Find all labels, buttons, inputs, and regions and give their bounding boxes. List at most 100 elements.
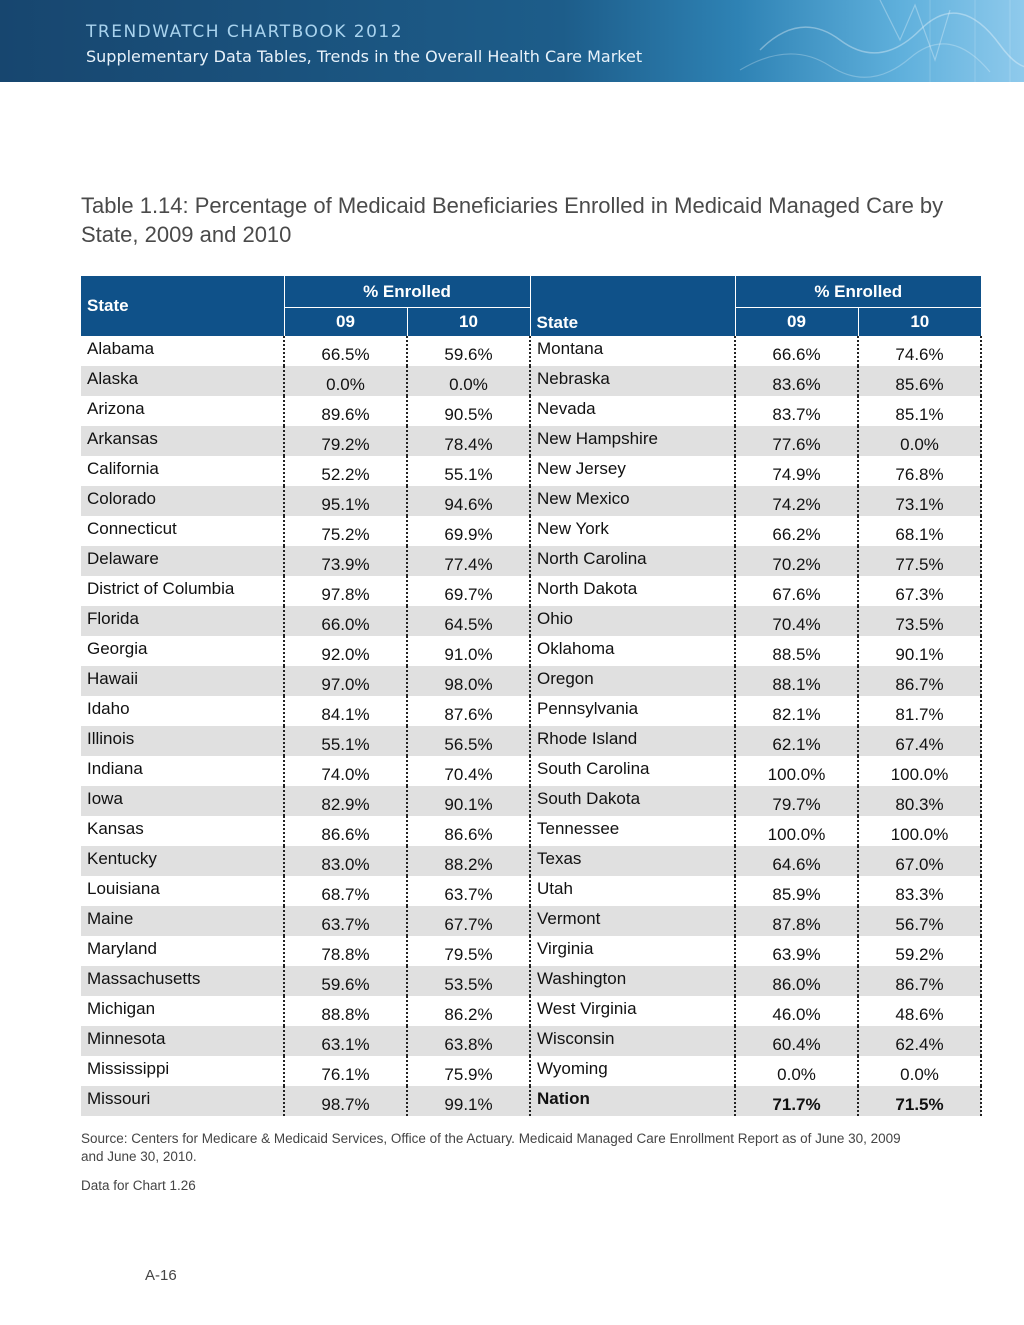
- state-name-right: Washington: [530, 966, 736, 996]
- value-2010-right: 73.5%: [857, 606, 983, 636]
- state-name-left: Colorado: [81, 486, 284, 516]
- chartbook-subtitle: Supplementary Data Tables, Trends in the…: [86, 47, 643, 66]
- state-name-left: District of Columbia: [87, 579, 235, 598]
- value-2009-right: 74.9%: [734, 456, 859, 486]
- state-name-left: Kentucky: [81, 846, 284, 876]
- value-2010-right: 90.1%: [857, 636, 983, 666]
- value-2009-left: 66.0%: [283, 606, 407, 636]
- value-2010-right: 74.6%: [857, 336, 983, 366]
- value-2010-right: 83.3%: [857, 876, 983, 906]
- value-2010-left: 55.1%: [405, 456, 532, 486]
- value-2009-left: 97.8%: [283, 576, 407, 606]
- value-2009-right: 64.6%: [734, 846, 859, 876]
- state-name-left: Iowa: [81, 786, 284, 816]
- value-2010-right: 56.7%: [857, 906, 983, 936]
- value-2010-right: 67.0%: [857, 846, 983, 876]
- value-2009-left: 88.8%: [283, 996, 407, 1026]
- state-name-left: California: [87, 459, 159, 478]
- value-2010-left: 64.5%: [405, 606, 532, 636]
- header-09-left: 09: [283, 307, 407, 336]
- value-2010-left: 86.6%: [405, 816, 532, 846]
- header-enrolled-left: % Enrolled: [283, 276, 531, 308]
- value-2010-right: 48.6%: [857, 996, 983, 1026]
- table-row: District of Columbia 97.8% 69.7% North Dako…: [81, 576, 983, 606]
- table-row: Indiana 74.0% 70.4% South Carolina 100.0% 100…: [81, 756, 983, 786]
- value-2009-left: 78.8%: [283, 936, 407, 966]
- table-row: Colorado 95.1% 94.6% New Mexico 74.2% 73.1%: [81, 486, 983, 516]
- source-note: Source: Centers for Medicare & Medicaid …: [81, 1131, 901, 1164]
- state-name-left: Indiana: [87, 759, 143, 778]
- state-name-left: Alaska: [81, 366, 284, 396]
- value-2009-right: 87.8%: [734, 906, 859, 936]
- state-name-left: Louisiana: [87, 879, 160, 898]
- value-2010-right: 71.5%: [857, 1086, 983, 1116]
- value-2009-right: 86.0%: [734, 966, 859, 996]
- value-2010-right: 67.4%: [857, 726, 983, 756]
- table-row: Alabama 66.5% 59.6% Montana 66.6% 74.6%: [81, 336, 983, 366]
- value-2010-left: 67.7%: [405, 906, 532, 936]
- state-name-left: Michigan: [87, 999, 156, 1018]
- value-2010-right: 80.3%: [857, 786, 983, 816]
- value-2009-right: 71.7%: [734, 1086, 859, 1116]
- header-state-right: State: [529, 276, 736, 336]
- value-2009-left: 92.0%: [283, 636, 407, 666]
- state-name-right: Vermont: [530, 906, 736, 936]
- chart-reference: Data for Chart 1.26: [81, 1178, 196, 1193]
- value-2010-left: 69.9%: [405, 516, 532, 546]
- value-2010-right: 68.1%: [857, 516, 983, 546]
- value-2009-right: 67.6%: [734, 576, 859, 606]
- value-2009-left: 63.7%: [283, 906, 407, 936]
- value-2010-left: 87.6%: [405, 696, 532, 726]
- state-name-right: Texas: [530, 846, 736, 876]
- value-2010-left: 78.4%: [405, 426, 532, 456]
- value-2009-right: 66.6%: [734, 336, 859, 366]
- value-2010-right: 76.8%: [857, 456, 983, 486]
- value-2009-right: 77.6%: [734, 426, 859, 456]
- state-name-right: New Jersey: [537, 459, 626, 478]
- value-2009-left: 75.2%: [283, 516, 407, 546]
- value-2009-right: 100.0%: [734, 816, 859, 846]
- state-name-left: Arkansas: [81, 426, 284, 456]
- value-2010-right: 73.1%: [857, 486, 983, 516]
- value-2010-left: 79.5%: [405, 936, 532, 966]
- value-2009-right: 79.7%: [734, 786, 859, 816]
- value-2010-left: 88.2%: [405, 846, 532, 876]
- value-2010-left: 91.0%: [405, 636, 532, 666]
- value-2009-right: 46.0%: [734, 996, 859, 1026]
- state-name-right: Nevada: [537, 399, 596, 418]
- value-2010-left: 63.8%: [405, 1026, 532, 1056]
- table-row: Maine 63.7% 67.7% Vermont 87.8% 56.7%: [81, 906, 983, 936]
- value-2009-left: 97.0%: [283, 666, 407, 696]
- value-2010-left: 77.4%: [405, 546, 532, 576]
- table-row: California 52.2% 55.1% New Jersey 74.9% 76.8%: [81, 456, 983, 486]
- header-enrolled-right: % Enrolled: [734, 276, 982, 308]
- state-name-right: New Hampshire: [530, 426, 736, 456]
- state-name-left: Kansas: [87, 819, 144, 838]
- state-name-left: Hawaii: [81, 666, 284, 696]
- state-name-right: North Dakota: [537, 579, 638, 598]
- value-2010-left: 98.0%: [405, 666, 532, 696]
- value-2009-left: 76.1%: [283, 1056, 407, 1086]
- header-10-right: 10: [857, 307, 982, 336]
- value-2010-left: 70.4%: [405, 756, 532, 786]
- state-name-right: Nation: [530, 1086, 736, 1116]
- value-2010-left: 75.9%: [405, 1056, 532, 1086]
- value-2009-left: 95.1%: [283, 486, 407, 516]
- state-name-right: Utah: [537, 879, 573, 898]
- value-2010-left: 59.6%: [405, 336, 532, 366]
- value-2009-left: 0.0%: [283, 366, 407, 396]
- state-name-left: Illinois: [81, 726, 284, 756]
- table-row: Kentucky 83.0% 88.2% Texas 64.6% 67.0%: [81, 846, 983, 876]
- value-2009-right: 83.7%: [734, 396, 859, 426]
- value-2009-left: 66.5%: [283, 336, 407, 366]
- value-2009-right: 88.5%: [734, 636, 859, 666]
- banner-graphic: [739, 0, 1024, 82]
- page-number: A-16: [145, 1267, 177, 1284]
- value-2009-right: 88.1%: [734, 666, 859, 696]
- value-2009-right: 0.0%: [734, 1056, 859, 1086]
- state-name-right: New York: [537, 519, 609, 538]
- value-2009-left: 68.7%: [283, 876, 407, 906]
- table-body: Alabama 66.5% 59.6% Montana 66.6% 74.6% Alaska…: [81, 336, 983, 1116]
- value-2009-right: 63.9%: [734, 936, 859, 966]
- value-2010-right: 86.7%: [857, 666, 983, 696]
